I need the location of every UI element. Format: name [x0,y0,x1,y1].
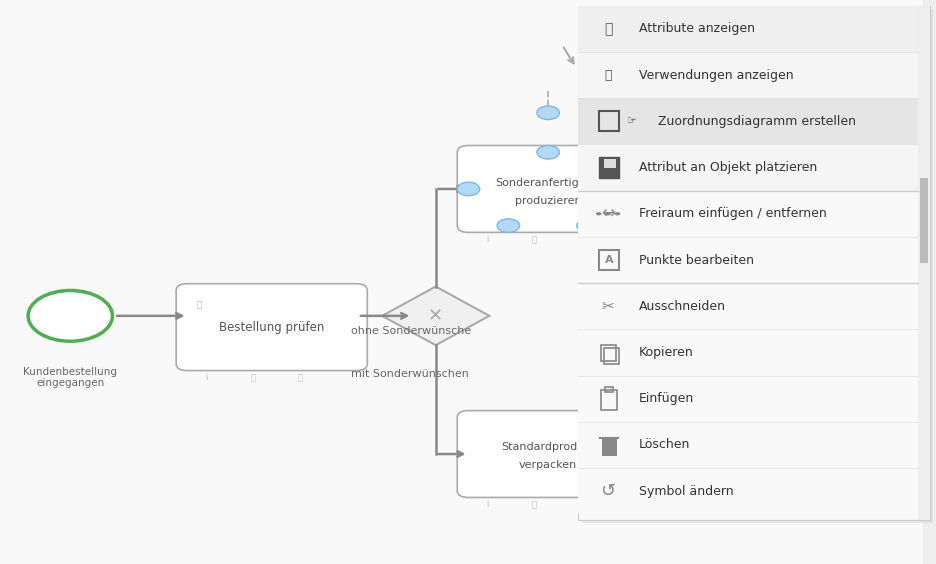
Text: 🔗: 🔗 [531,500,536,509]
Bar [578,468,917,514]
Text: Kundenbestellung
eingegangen: Kundenbestellung eingegangen [23,367,117,388]
Text: 🔗: 🔗 [250,373,256,382]
Bar [604,159,615,168]
Text: Zuordnungsdiagramm erstellen: Zuordnungsdiagramm erstellen [657,114,855,128]
Text: ↔: ↔ [601,205,614,223]
Text: i: i [205,373,207,382]
Circle shape [496,219,519,232]
Text: Symbol ändern: Symbol ändern [638,484,733,498]
Text: Verwendungen anzeigen: Verwendungen anzeigen [638,68,793,82]
FancyBboxPatch shape [457,411,638,497]
Circle shape [28,290,112,341]
Text: 👤: 👤 [197,301,201,310]
Text: ↺: ↺ [600,482,615,500]
Text: ✕: ✕ [428,307,443,325]
Text: ☞: ☞ [627,116,636,126]
Bar [578,283,917,329]
Bar [578,144,917,191]
Text: produzieren: produzieren [514,196,581,206]
Bar [578,191,917,237]
Text: Standardprodukt: Standardprodukt [501,442,594,452]
Text: Attribute anzeigen: Attribute anzeigen [638,22,754,36]
Text: Punkte bearbeiten: Punkte bearbeiten [638,253,753,267]
Text: i: i [486,500,488,509]
FancyBboxPatch shape [176,284,367,371]
Bar [604,348,619,364]
Bar [600,390,617,410]
Text: Löschen: Löschen [638,438,690,452]
Text: Freiraum einfügen / entfernen: Freiraum einfügen / entfernen [638,207,826,221]
Circle shape [595,212,601,215]
Bar [578,237,917,283]
Bar [581,9,932,523]
Text: Sonderanfertigung: Sonderanfertigung [495,178,600,188]
Bar [578,98,917,144]
Circle shape [614,212,620,215]
Bar [922,0,936,564]
Circle shape [616,182,638,196]
Circle shape [576,219,599,232]
Bar [919,178,927,263]
Text: A: A [604,255,613,265]
Bar [578,376,917,422]
Circle shape [536,146,559,159]
Bar [605,387,612,392]
Circle shape [605,212,610,215]
Bar [578,6,917,52]
Bar [578,329,917,376]
Text: 📍: 📍 [604,68,611,82]
Text: ohne Sonderwünsche: ohne Sonderwünsche [351,325,471,336]
FancyBboxPatch shape [457,146,638,232]
Text: 👥: 👥 [297,373,302,382]
Text: i: i [486,235,488,244]
Bar [917,6,929,520]
Bar [578,6,929,520]
Bar [598,157,619,178]
Text: 🔗: 🔗 [531,235,536,244]
Text: ✂: ✂ [601,299,614,314]
Text: 👥: 👥 [578,500,583,509]
Text: Kopieren: Kopieren [638,346,693,359]
Text: Bestellung prüfen: Bestellung prüfen [219,320,324,334]
Bar [601,439,616,456]
Polygon shape [382,287,489,345]
Text: 🏷: 🏷 [604,22,611,36]
Text: Attribut an Objekt platzieren: Attribut an Objekt platzieren [638,161,816,174]
Text: Einfügen: Einfügen [638,392,694,406]
Circle shape [457,182,479,196]
Bar [578,422,917,468]
Bar [598,250,619,270]
Circle shape [536,106,559,120]
Text: verpacken: verpacken [519,460,577,470]
Bar [578,52,917,98]
Text: 👥: 👥 [578,235,583,244]
Text: Ausschneiden: Ausschneiden [638,299,725,313]
Bar [600,345,615,361]
Text: mit Sonderwünschen: mit Sonderwünschen [351,369,469,380]
Bar [598,111,619,131]
